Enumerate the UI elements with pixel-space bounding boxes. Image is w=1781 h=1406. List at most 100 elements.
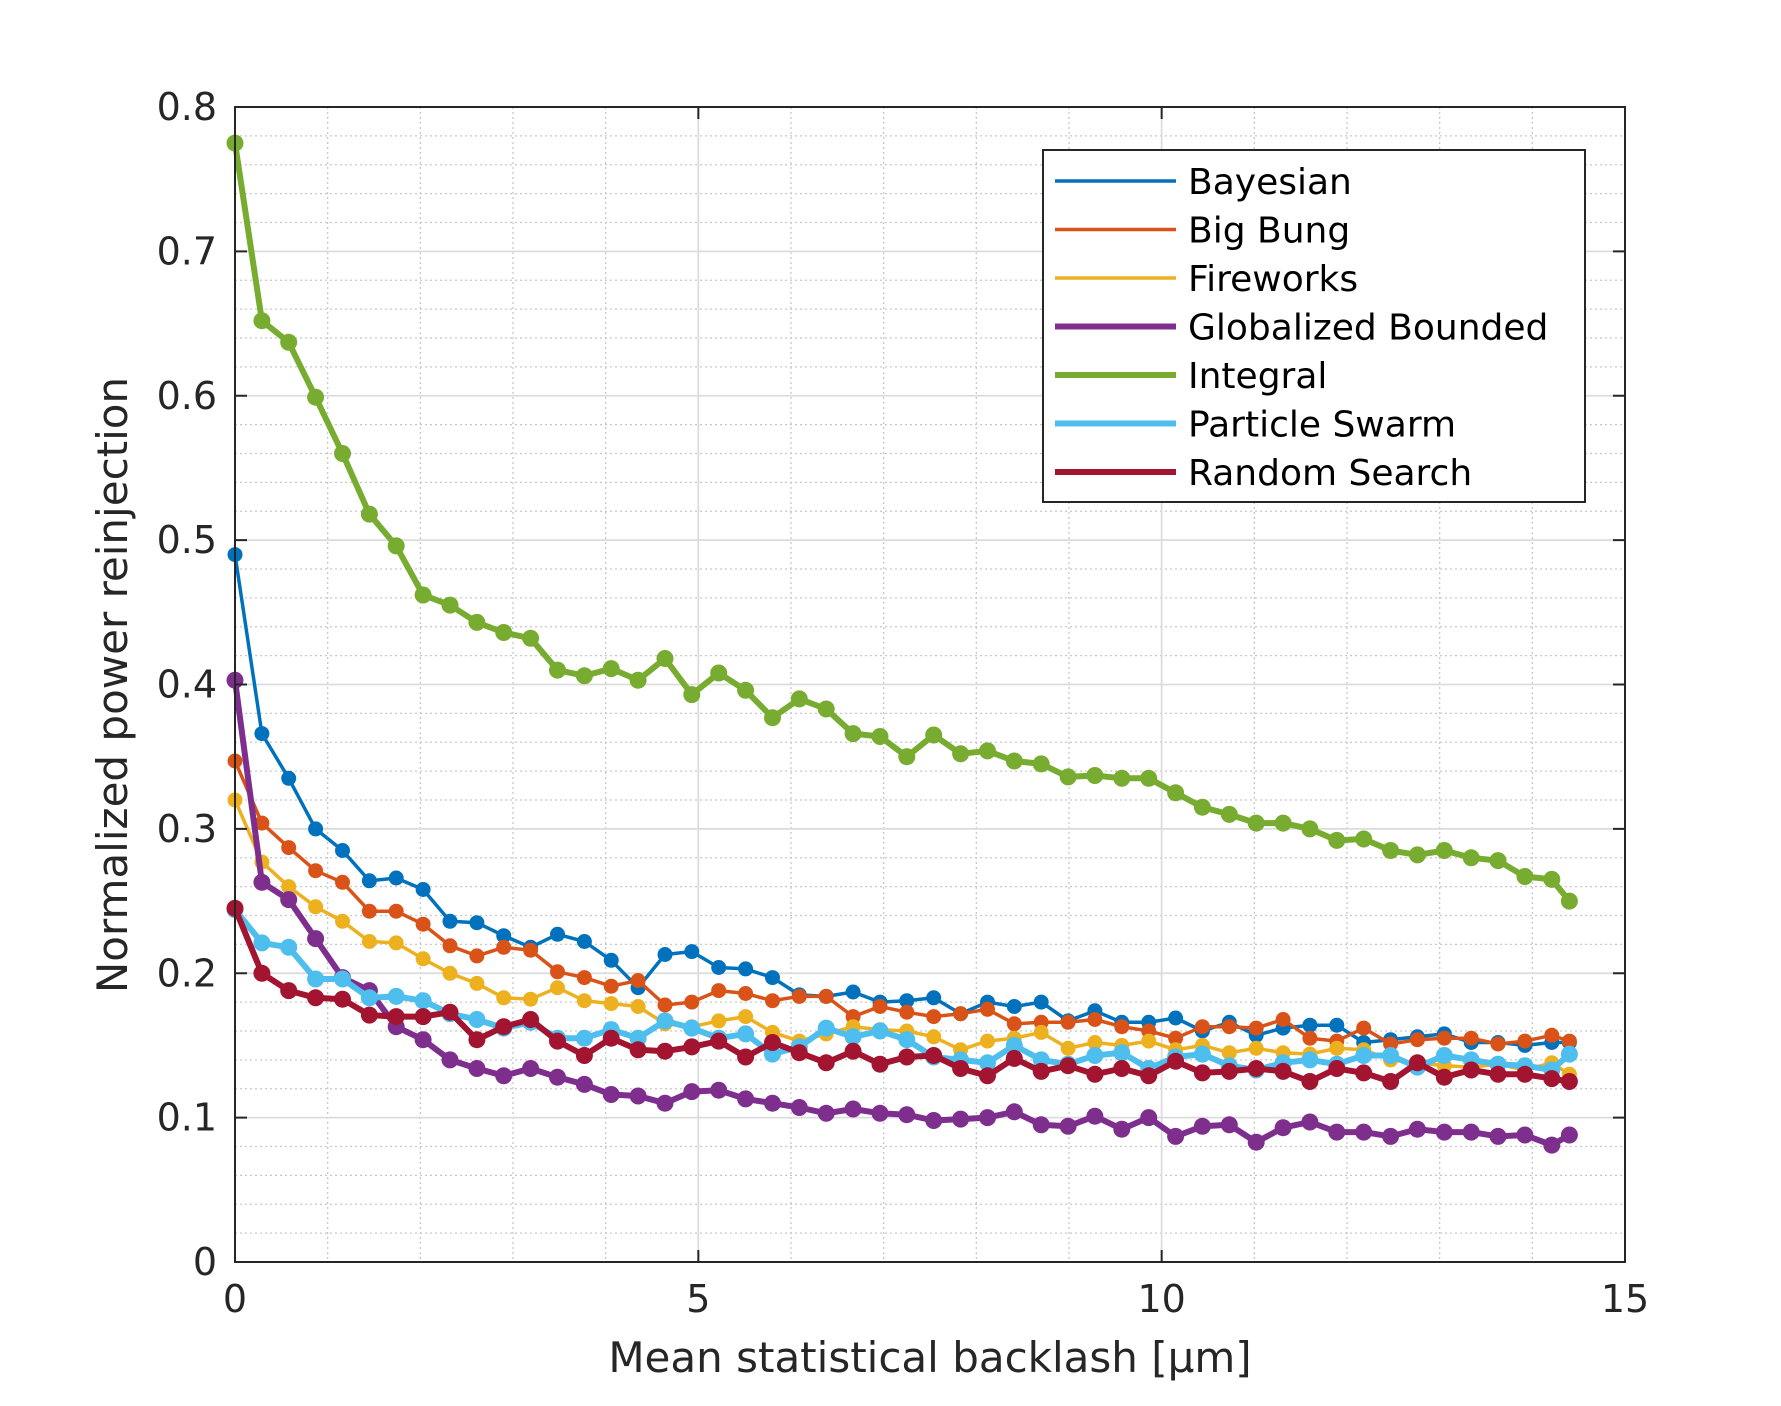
data-point-integral [1274,814,1292,832]
data-point-fireworks [738,1009,754,1025]
data-point-bayesian [281,770,297,786]
data-point-bayesian [442,913,458,929]
data-point-bayesian [415,882,431,897]
data-point-random-search [629,1041,647,1059]
data-point-random-search [334,990,351,1008]
data-point-random-search [898,1048,916,1066]
data-point-fireworks [630,999,646,1014]
data-point-integral [1220,805,1238,823]
data-point-integral [1516,868,1534,885]
data-point-integral [925,726,943,744]
series-random-search [226,899,1578,1090]
data-point-particle-swarm [468,1011,486,1028]
data-point-particle-swarm [817,1019,835,1037]
data-point-fireworks [415,951,431,967]
data-point-random-search [414,1008,432,1026]
data-point-big-bung [442,938,458,954]
data-point-integral [1005,752,1023,770]
data-point-globalized-bounded [468,1060,486,1077]
data-point-particle-swarm [1113,1044,1131,1062]
data-point-integral [871,728,889,745]
data-point-globalized-bounded [280,891,298,909]
data-point-random-search [1328,1060,1346,1077]
data-point-bayesian [1033,994,1049,1010]
data-point-big-bung [1517,1033,1533,1049]
data-point-particle-swarm [979,1054,996,1072]
data-point-integral [1140,769,1158,787]
legend-label-particle-swarm: Particle Swarm [1188,405,1456,446]
data-point-globalized-bounded [764,1094,781,1112]
data-point-integral [387,537,405,555]
data-point-particle-swarm [387,987,405,1005]
data-point-integral [764,709,781,727]
data-point-globalized-bounded [1032,1116,1050,1134]
data-point-big-bung [1356,1020,1372,1036]
data-point-random-search [1274,1062,1292,1080]
data-point-random-search [710,1032,728,1050]
data-point-integral [1086,767,1104,784]
y-tick-label: 0.4 [157,663,217,707]
data-point-particle-swarm [1355,1047,1373,1064]
data-point-integral [602,660,620,678]
data-point-big-bung [1060,1014,1076,1030]
data-point-bayesian [335,843,350,858]
data-point-random-search [683,1038,701,1056]
data-point-fireworks [335,913,350,929]
data-point-globalized-bounded [602,1086,620,1103]
data-point-big-bung [388,903,404,919]
data-point-fireworks [550,980,565,996]
data-point-integral [1462,849,1480,867]
data-point-particle-swarm [844,1028,862,1046]
data-point-random-search [253,964,271,982]
data-point-integral [1382,842,1400,859]
data-point-globalized-bounded [307,930,325,948]
data-point-random-search [1140,1067,1158,1085]
data-point-globalized-bounded [1220,1116,1238,1134]
data-point-bayesian [845,984,861,1000]
data-point-globalized-bounded [871,1104,889,1122]
data-point-big-bung [1006,1016,1022,1032]
data-point-big-bung [308,863,324,879]
minor-grid [235,107,1625,1262]
data-point-big-bung [657,997,673,1013]
data-point-fireworks [388,935,404,951]
data-point-globalized-bounded [629,1087,647,1105]
data-point-globalized-bounded [1543,1136,1561,1154]
data-point-fireworks [496,990,512,1006]
data-point-globalized-bounded [1274,1119,1292,1137]
data-point-globalized-bounded [952,1110,970,1128]
data-point-random-search [871,1055,889,1073]
data-point-globalized-bounded [1462,1123,1480,1141]
data-point-big-bung [1302,1030,1318,1046]
data-point-random-search [1408,1054,1426,1072]
data-point-big-bung [1383,1036,1399,1052]
data-point-globalized-bounded [925,1112,943,1129]
data-point-integral [817,700,835,718]
data-point-integral [629,671,647,689]
data-point-particle-swarm [253,934,271,952]
data-point-big-bung [1561,1033,1577,1049]
y-tick-label: 0.8 [157,85,217,129]
data-point-fireworks [1060,1040,1076,1056]
data-point-big-bung [1275,1012,1291,1027]
data-point-bayesian [738,961,754,977]
data-point-big-bung [550,964,565,980]
data-point-integral [1301,820,1319,838]
data-point-big-bung [630,973,646,988]
data-point-big-bung [899,1004,915,1020]
data-point-integral [307,388,325,406]
data-point-integral [1247,814,1265,832]
data-point-big-bung [415,916,431,932]
data-point-fireworks [603,996,619,1012]
data-point-particle-swarm [414,992,432,1010]
data-point-globalized-bounded [1355,1123,1373,1141]
data-point-globalized-bounded [549,1068,566,1086]
legend-entries: Bayesian Big Bung Fireworks Globalized Boun… [1055,162,1548,494]
data-point-globalized-bounded [414,1031,432,1049]
data-point-random-search [1435,1068,1453,1086]
data-point-integral [1032,755,1050,773]
data-point-bayesian [254,726,270,742]
data-point-globalized-bounded [1247,1133,1265,1151]
data-point-big-bung [603,978,619,994]
legend-label-integral: Integral [1188,356,1327,397]
